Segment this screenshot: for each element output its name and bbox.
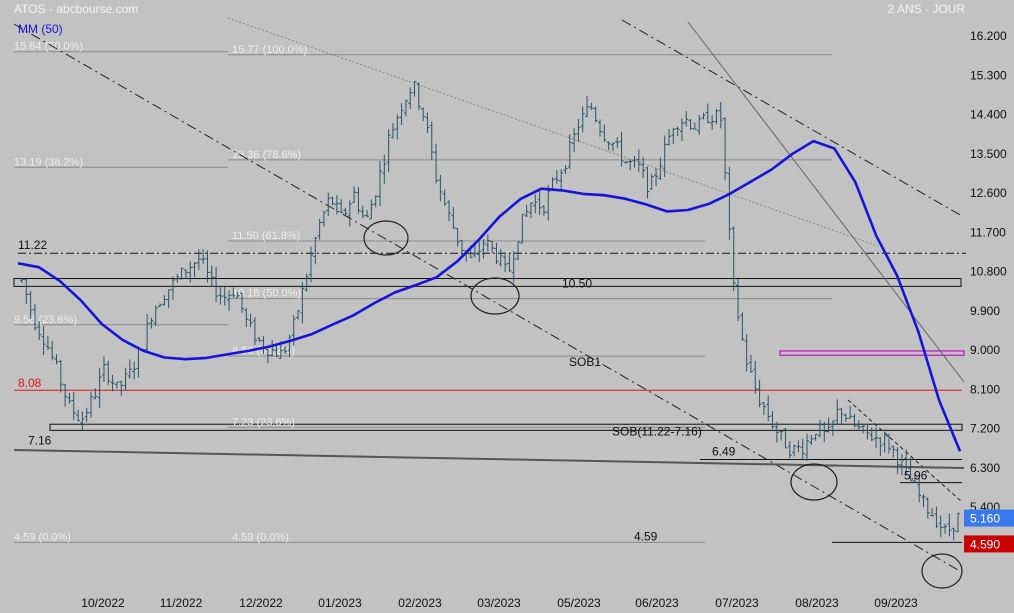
fib-label-left-2: 9.58 (23.6%)	[14, 314, 77, 326]
fib-label-mid-5: 7.23 (23.6%)	[232, 416, 295, 428]
chart-source-title: ATOS - abcbourse.com	[14, 2, 139, 16]
y-tick-label-8: 9.000	[970, 343, 1000, 357]
level-label-7-16: 7.16	[28, 433, 52, 447]
x-tick-label-6: 05/2023	[557, 596, 601, 610]
zone-10-50	[13, 278, 962, 287]
fib-label-mid-2: 11.50 (61.8%)	[232, 230, 300, 242]
zone-7-16	[49, 423, 963, 431]
trendline-dotted	[227, 17, 879, 247]
y-tick-label-6: 10.800	[970, 265, 1007, 279]
indicator-legend: MM (50)	[18, 22, 63, 36]
fib-label-mid-1: 13.36 (78.6%)	[232, 149, 301, 161]
y-tick-label-2: 14.400	[970, 108, 1007, 122]
level-label-5-96: 5.96	[904, 469, 928, 483]
x-tick-label-4: 02/2023	[398, 596, 442, 610]
fib-label-left-3: 4.59 (0.0%)	[14, 531, 71, 543]
x-tick-label-10: 09/2023	[874, 596, 918, 610]
chart-period-label: 2 ANS - JOUR	[887, 2, 965, 16]
fib-label-left-0: 15.84 (50.0%)	[14, 41, 83, 53]
highlight-circle-1	[470, 277, 520, 315]
level-label-8-08: 8.08	[18, 376, 42, 390]
trendline-steep	[687, 21, 965, 383]
last-price-badge	[964, 509, 1014, 527]
trendline-main	[13, 23, 959, 571]
y-tick-label-7: 9.900	[970, 304, 1000, 318]
x-tick-label-5: 03/2023	[477, 596, 521, 610]
sob-zone-magenta	[779, 350, 965, 356]
low-price-badge	[964, 535, 1014, 553]
highlight-circle-0	[363, 220, 409, 256]
highlight-circle-3	[921, 553, 963, 589]
level-label-6-49: 6.49	[712, 445, 736, 459]
x-tick-label-2: 12/2022	[239, 596, 283, 610]
low-price-label: 4.590	[970, 537, 1000, 551]
fib-label-mid-0: 15.77 (100.0%)	[232, 44, 307, 56]
fib-label-left-1: 13.19 (38.2%)	[14, 156, 83, 168]
y-tick-label-3: 13.500	[970, 147, 1007, 161]
x-tick-label-7: 06/2023	[635, 596, 679, 610]
x-tick-label-9: 08/2023	[795, 596, 839, 610]
level-label-4-59: 4.59	[634, 529, 658, 543]
y-tick-label-4: 12.600	[970, 186, 1007, 200]
y-tick-label-10: 7.200	[970, 422, 1000, 436]
moving-average-line	[17, 139, 962, 452]
last-price-label: 5.160	[970, 512, 1000, 526]
level-label-11-22: 11.22	[18, 238, 47, 252]
level-label-10-50: 10.50	[562, 277, 592, 291]
y-tick-label-9: 8.100	[970, 382, 1000, 396]
x-tick-label-0: 10/2022	[81, 596, 125, 610]
x-tick-label-1: 11/2022	[160, 596, 203, 610]
y-tick-label-5: 11.700	[970, 225, 1006, 239]
zone-label-sob-range: SOB(11.22-7.16)	[612, 424, 702, 438]
highlight-circle-2	[790, 463, 838, 501]
x-tick-label-3: 01/2023	[318, 596, 362, 610]
y-tick-label-1: 15.300	[970, 68, 1007, 82]
x-tick-label-8: 07/2023	[715, 596, 759, 610]
fib-label-mid-6: 4.59 (0.0%)	[232, 531, 289, 543]
trendline-short	[847, 399, 963, 503]
trendline-upper	[621, 19, 963, 217]
y-tick-label-11: 6.300	[970, 461, 1000, 475]
fib-label-mid-3: 10.18 (50.0%)	[232, 288, 301, 300]
zone-label-sob1: SOB1	[569, 355, 601, 369]
y-tick-label-0: 16.200	[970, 29, 1007, 43]
